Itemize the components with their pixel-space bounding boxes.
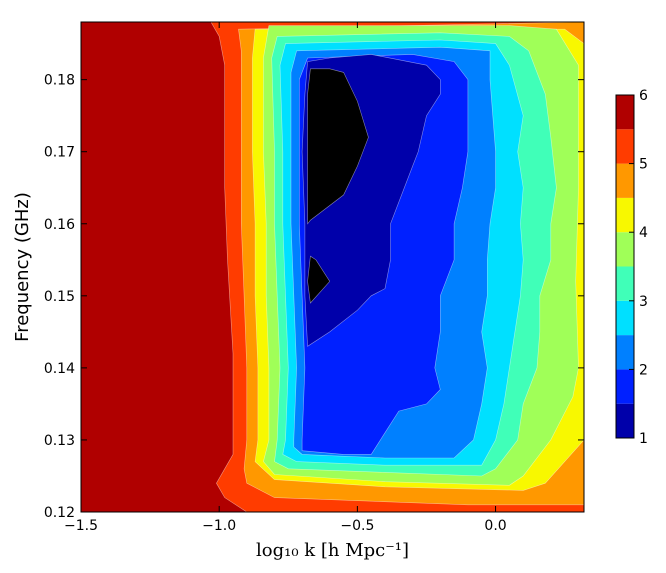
colorbar-band	[616, 197, 634, 233]
contour-fills	[81, 22, 584, 512]
x-tick-label: 0.0	[484, 518, 506, 534]
x-tick-label: −0.5	[340, 518, 374, 534]
colorbar-band	[616, 300, 634, 336]
colorbar-band	[616, 403, 634, 438]
y-tick-label: 0.12	[44, 505, 75, 521]
colorbar-tick-label: 6	[639, 88, 648, 104]
colorbar-frame	[615, 94, 635, 439]
y-axis: 0.12 0.13 0.14 0.15 0.16 0.17 0.18	[44, 73, 584, 521]
x-tick-label: −1.0	[202, 518, 236, 534]
colorbar-tick-label: 5	[639, 157, 648, 173]
y-tick-label: 0.15	[44, 289, 75, 305]
y-tick-label: 0.16	[44, 217, 75, 233]
colorbar-band	[616, 232, 634, 267]
contour-band-9	[307, 68, 369, 225]
y-tick-label: 0.14	[44, 361, 75, 377]
y-axis-label: Frequency (GHz)	[12, 192, 33, 342]
colorbar: 1 2 3 4 5 6	[615, 88, 648, 447]
colorbar-band	[616, 369, 634, 404]
colorbar-band	[616, 95, 634, 130]
colorbar-band	[616, 266, 634, 301]
colorbar-band	[616, 163, 634, 198]
x-axis: −1.5 −1.0 −0.5 0.0	[64, 22, 507, 534]
y-tick-label: 0.13	[44, 433, 75, 449]
colorbar-band	[616, 335, 634, 370]
colorbar-tick-label: 4	[639, 225, 648, 241]
colorbar-tick-label: 1	[639, 431, 648, 447]
colorbar-band	[616, 129, 634, 164]
x-axis-label: log₁₀ k [h Mpc⁻¹]	[256, 540, 409, 561]
plot-frame	[80, 21, 585, 513]
y-tick-label: 0.17	[44, 145, 75, 161]
colorbar-tick-label: 3	[639, 294, 648, 310]
colorbar-tick-label: 2	[639, 362, 648, 378]
x-tick-label: −1.5	[64, 518, 98, 534]
contour-band-10	[307, 255, 331, 304]
y-tick-label: 0.18	[44, 73, 75, 89]
